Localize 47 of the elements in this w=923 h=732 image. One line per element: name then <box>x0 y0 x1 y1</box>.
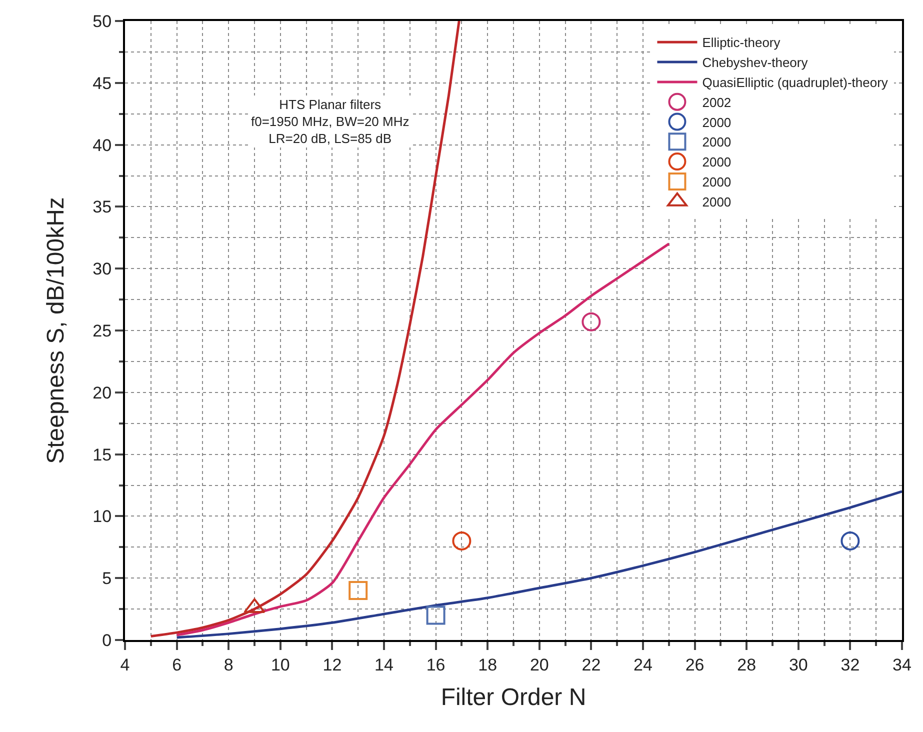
y-tick-label: 25 <box>92 321 112 340</box>
legend-label: 2000 <box>702 134 732 150</box>
point <box>348 580 368 600</box>
x-tick-label: 14 <box>374 655 394 674</box>
y-tick-label: 50 <box>92 12 112 31</box>
legend-label: Chebyshev-theory <box>702 55 808 70</box>
point <box>426 606 446 625</box>
line-series <box>150 21 460 638</box>
x-tick-label: 6 <box>172 655 182 674</box>
x-tick-label: 12 <box>322 655 342 674</box>
legend-label: 2000 <box>702 154 732 170</box>
x-tick-label: 18 <box>478 655 498 674</box>
x-tick-label: 32 <box>840 655 860 674</box>
y-tick-label: 10 <box>92 507 112 526</box>
x-tick-label: 16 <box>426 655 446 674</box>
x-tick-label: 30 <box>788 655 808 674</box>
y-tick-label: 15 <box>92 445 112 464</box>
legend-label: 2000 <box>702 174 732 190</box>
y-tick-label: 45 <box>92 74 112 93</box>
legend-label: Elliptic-theory <box>702 35 781 50</box>
x-tick-label: 34 <box>892 655 912 674</box>
y-tick-label: 40 <box>92 136 112 155</box>
y-tick-label: 35 <box>92 198 112 217</box>
point <box>452 531 472 550</box>
x-tick-label: 24 <box>634 655 652 674</box>
x-tick-label: 20 <box>530 655 549 674</box>
line-series <box>176 242 670 636</box>
y-tick-label: 20 <box>92 383 112 402</box>
y-tick-label: 0 <box>102 630 112 650</box>
y-tick-label: 30 <box>92 260 112 279</box>
y-axis-title: Steepness S, dB/100kHz <box>42 197 70 464</box>
legend-label: QuasiElliptic (quadruplet)-theory <box>702 75 888 90</box>
x-tick-label: 10 <box>270 655 290 674</box>
x-tick-label: 26 <box>685 655 704 674</box>
x-tick-label: 8 <box>224 655 234 674</box>
x-tick-label: 4 <box>120 655 130 674</box>
x-tick-label: 28 <box>737 655 756 674</box>
x-axis-title: Filter Order N <box>440 684 586 712</box>
legend-label: 2002 <box>702 94 732 110</box>
y-tick-label: 5 <box>102 569 112 588</box>
point <box>582 312 601 332</box>
point <box>840 531 860 550</box>
legend-label: 2000 <box>702 194 732 210</box>
x-tick-label: 22 <box>582 655 601 674</box>
legend-label: 2000 <box>702 114 732 130</box>
annotation: HTS Planar filters f0=1950 MHz, BW=20 MHz LR=20 dB, LS=85 dB <box>251 97 410 146</box>
line-series <box>176 490 902 639</box>
